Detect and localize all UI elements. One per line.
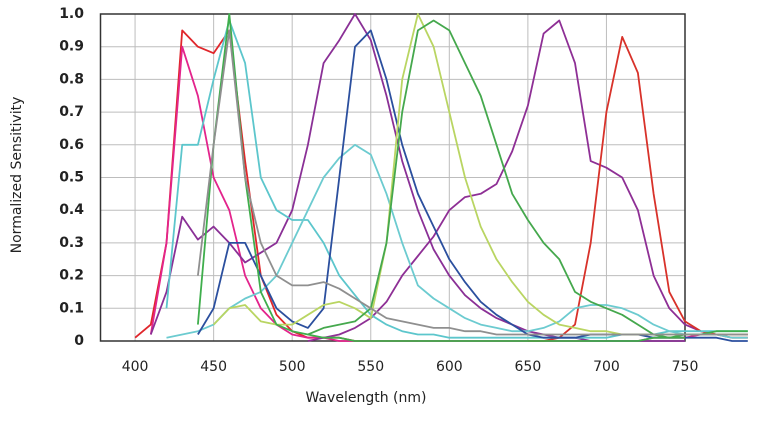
- series-line: [307, 19, 685, 339]
- y-tick-label: 0.8: [59, 71, 84, 87]
- y-tick-label: 1.0: [59, 6, 84, 22]
- series-line: [307, 19, 748, 342]
- x-axis-label: Wavelength (nm): [306, 390, 427, 406]
- x-tick-label: 450: [200, 359, 227, 375]
- series-line: [197, 29, 748, 342]
- y-axis-label: Normalized Sensitivity: [9, 97, 25, 254]
- series-line: [197, 29, 748, 336]
- series-line: [166, 143, 748, 339]
- x-tick-label: 650: [515, 359, 542, 375]
- x-tick-label: 600: [436, 359, 463, 375]
- x-tick-label: 550: [357, 359, 384, 375]
- y-tick-label: 0.5: [59, 170, 84, 186]
- y-tick-label: 0.7: [59, 104, 84, 120]
- x-tick-label: 750: [672, 359, 699, 375]
- y-tick-label: 0.3: [59, 235, 84, 251]
- x-tick-label: 500: [279, 359, 306, 375]
- y-tick-label: 0.4: [59, 202, 84, 218]
- y-tick-label: 0.9: [59, 39, 84, 55]
- series-line: [527, 36, 748, 342]
- y-tick-label: 0: [74, 333, 84, 349]
- x-tick-label: 400: [122, 359, 149, 375]
- y-tick-label: 0.2: [59, 268, 84, 284]
- y-tick-label: 0.1: [59, 300, 84, 316]
- y-tick-label: 0.6: [59, 137, 84, 153]
- x-tick-label: 700: [593, 359, 620, 375]
- series-line: [197, 13, 748, 342]
